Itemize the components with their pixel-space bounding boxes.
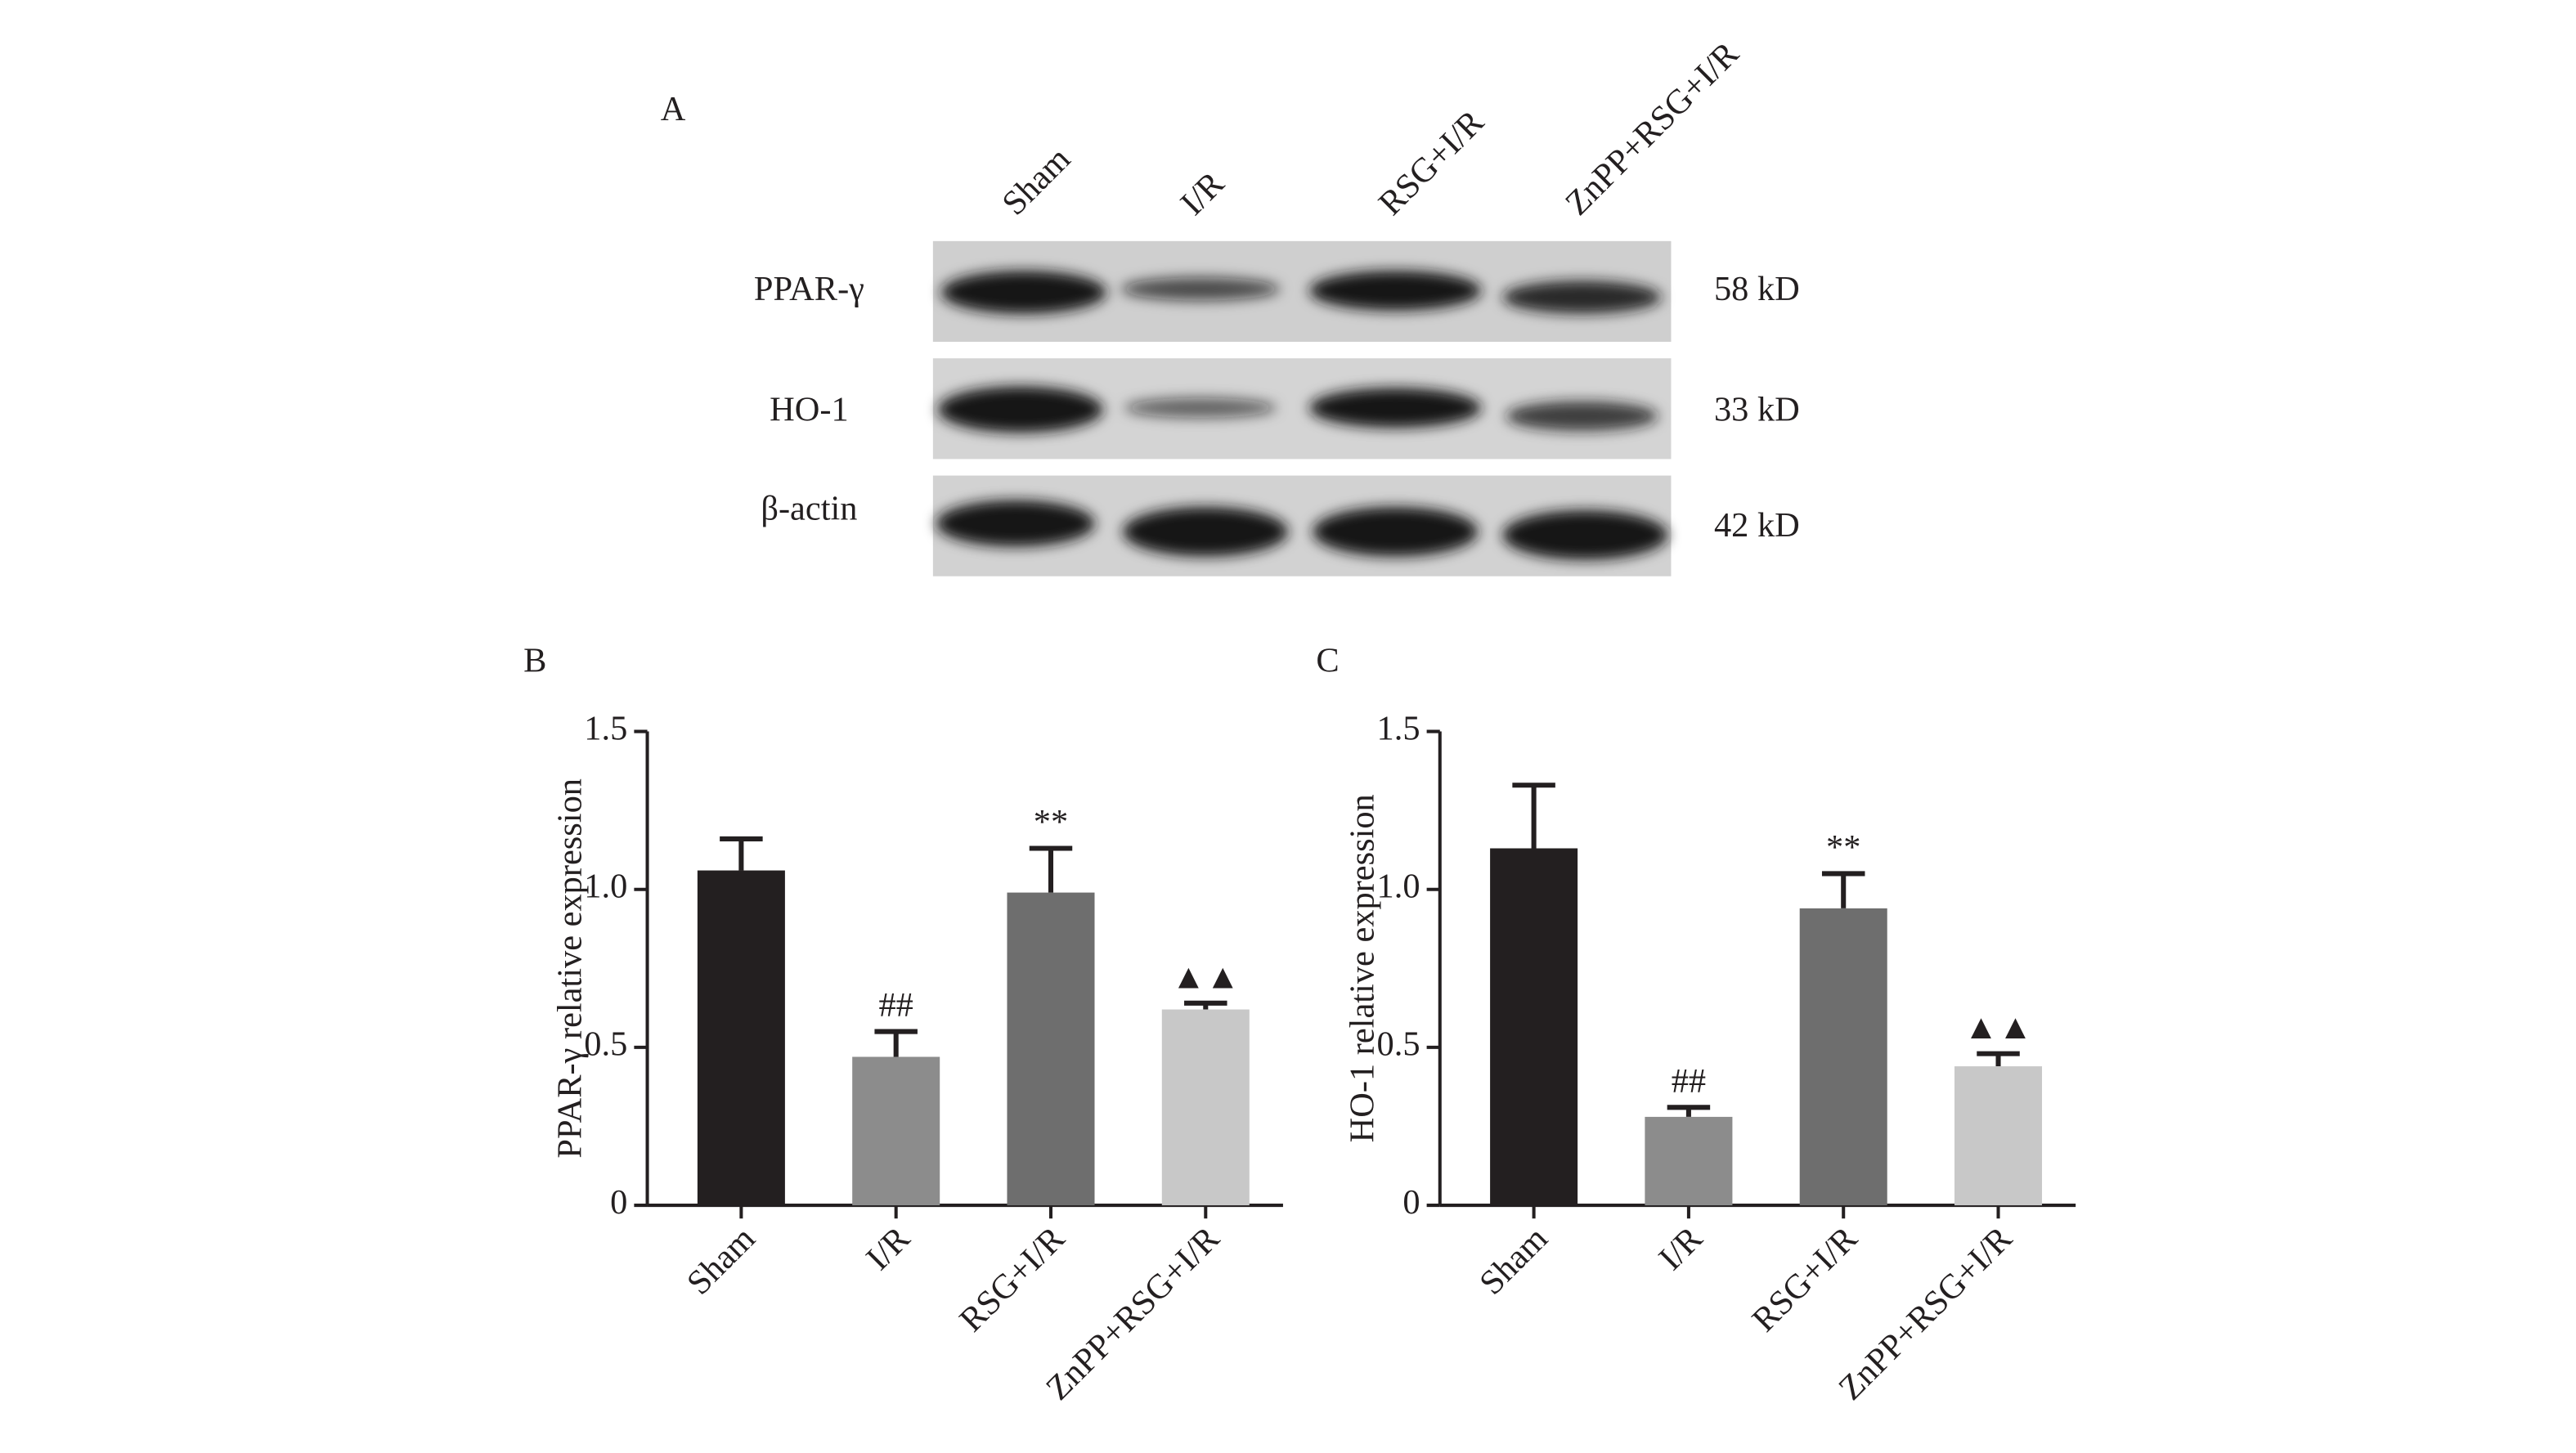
bar: [1490, 848, 1578, 1206]
x-tick-label: Sham: [680, 1219, 763, 1303]
band: [1309, 388, 1482, 428]
annotation: ▲▲: [1171, 957, 1240, 996]
band: [1502, 509, 1668, 560]
y-tick-label: 1.0: [584, 867, 627, 905]
panel-label: C: [1316, 642, 1339, 680]
x-tick-label: RSG+I/R: [952, 1219, 1072, 1339]
size-label: 42 kD: [1714, 506, 1800, 545]
y-tick-label: 0.5: [584, 1025, 627, 1064]
band: [1502, 280, 1662, 314]
bar: [1161, 1009, 1250, 1206]
band: [1506, 401, 1658, 432]
band: [936, 500, 1095, 547]
band: [1123, 506, 1288, 557]
lane-label: RSG+I/R: [1371, 102, 1492, 222]
panel-label: A: [661, 90, 686, 128]
bar: [1954, 1066, 2043, 1206]
y-tick-label: 1.0: [1377, 867, 1420, 905]
blot-panel: A: [661, 90, 1672, 576]
bar: [1645, 1116, 1733, 1206]
y-tick-label: 0: [610, 1183, 627, 1222]
bar: [1007, 892, 1095, 1206]
x-tick-label: RSG+I/R: [1745, 1219, 1865, 1339]
protein-label: HO-1: [770, 391, 849, 429]
annotation: **: [1034, 803, 1068, 841]
band: [1309, 271, 1482, 311]
band: [937, 386, 1103, 433]
size-label: 58 kD: [1714, 270, 1800, 308]
band: [940, 271, 1106, 314]
y-tick-label: 1.5: [584, 709, 627, 747]
x-tick-label: Sham: [1472, 1219, 1555, 1303]
bar: [697, 870, 785, 1206]
lane-label: I/R: [1174, 164, 1232, 222]
bar: [1799, 908, 1887, 1206]
x-tick-label: I/R: [859, 1219, 918, 1278]
size-label: 33 kD: [1714, 391, 1800, 429]
band: [1124, 397, 1277, 418]
protein-label: β-actin: [761, 490, 857, 528]
bar: [852, 1056, 940, 1206]
lane-label: Sham: [994, 140, 1078, 223]
annotation: **: [1826, 828, 1860, 867]
y-tick-label: 1.5: [1377, 709, 1420, 747]
band: [1121, 277, 1280, 301]
annotation: ##: [878, 986, 913, 1025]
band: [1313, 506, 1479, 557]
protein-label: PPAR-γ: [754, 270, 864, 308]
y-tick-label: 0.5: [1377, 1025, 1420, 1064]
y-axis-label: PPAR-γ relative expression: [550, 778, 589, 1159]
y-axis-label: HO-1 relative expression: [1344, 794, 1382, 1142]
annotation: ##: [1672, 1062, 1706, 1101]
annotation: ▲▲: [1964, 1008, 2033, 1047]
x-tick-label: I/R: [1651, 1219, 1710, 1278]
lane-label: ZnPP+RSG+I/R: [1558, 34, 1747, 223]
y-tick-label: 0: [1402, 1183, 1420, 1222]
panel-label: B: [523, 642, 546, 680]
